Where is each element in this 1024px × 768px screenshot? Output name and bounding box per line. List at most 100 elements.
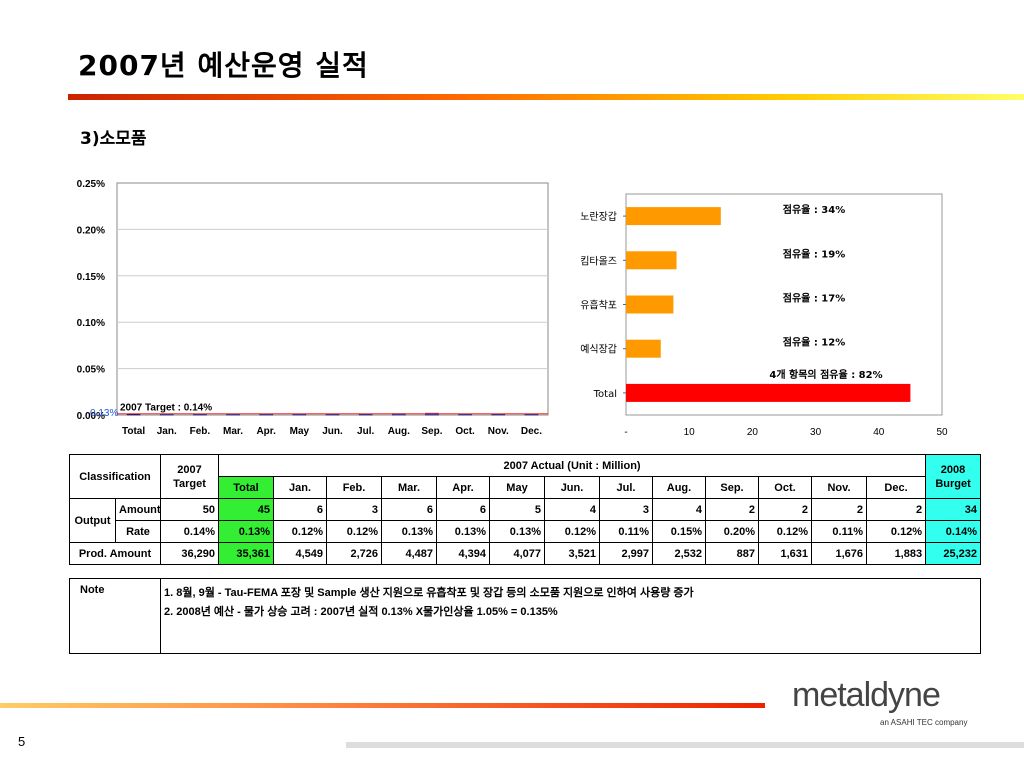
value-cell: 0.15%	[652, 520, 706, 543]
note-line-1: 1. 8월, 9월 - Tau-FEMA 포장 및 Sample 생산 지원으로…	[164, 587, 694, 599]
data-table: Classification 2007 Target 2007 Actual (…	[69, 454, 981, 565]
value-cell: 0.12%	[758, 520, 812, 543]
budget-cell: 25,232	[925, 542, 981, 565]
value-cell: 2	[705, 498, 759, 521]
month-header-cell: May	[489, 476, 545, 499]
page-number: 5	[18, 734, 26, 749]
value-cell: 4,394	[436, 542, 490, 565]
value-cell: 887	[705, 542, 759, 565]
chart2-x-tick-label: 40	[873, 427, 885, 438]
rate-row: Rate 0.14% 0.13% 0.12% 0.12% 0.13% 0.13% 0.13%…	[70, 520, 981, 543]
value-cell: 5	[489, 498, 545, 521]
chart1-target-label: 2007 Target : 0.14%	[120, 403, 212, 414]
chart2-bar	[626, 339, 661, 358]
chart2-share-annotation: 점유율 : 34%	[783, 204, 846, 216]
value-cell: 2	[758, 498, 812, 521]
note-line-2: 2. 2008년 예산 - 물가 상승 고려 : 2007년 실적 0.13% …	[164, 606, 558, 618]
target-cell: 36,290	[160, 542, 219, 565]
value-cell: 0.12%	[865, 520, 927, 543]
chart2-category-label: 유흡착포	[580, 299, 617, 312]
classification-header: Classification	[69, 454, 161, 499]
chart1-x-tick-label: Jun.	[322, 426, 343, 437]
month-header-cell: Nov.	[811, 476, 867, 499]
month-header-cell: Total	[218, 476, 274, 499]
chart1-y-tick-label: 0.25%	[77, 179, 105, 190]
chart2-category-label: 예식장갑	[580, 344, 617, 356]
slide-title: 2007년 예산운영 실적	[78, 49, 369, 82]
value-cell: 6	[273, 498, 327, 521]
amount-label: Amount	[115, 498, 161, 521]
value-cell: 2	[865, 498, 927, 521]
month-header-cell: Feb.	[326, 476, 382, 499]
chart2-plot-area	[625, 193, 943, 416]
chart1-highlight-label: 0.13%	[90, 408, 118, 419]
chart2-share-annotation: 점유율 : 17%	[783, 293, 846, 305]
value-cell: 4	[544, 498, 600, 521]
chart2-x-tick-label: 20	[747, 427, 759, 438]
amount-row: Output Amount 50 45 6 3 6 6 5 4 3 4 2 2 2 2 34	[69, 498, 981, 543]
budget-header: 2008 Burget	[925, 454, 981, 499]
note-box: Note 1. 8월, 9월 - Tau-FEMA 포장 및 Sample 생산…	[69, 578, 981, 654]
target-cell: 0.14%	[160, 520, 219, 543]
chart1-y-tick-label: 0.05%	[77, 365, 105, 376]
month-header-cell: Sep.	[705, 476, 759, 499]
target-header: 2007 Target	[160, 454, 219, 499]
value-cell: 0.13%	[218, 520, 274, 543]
value-cell: 2	[811, 498, 867, 521]
value-cell: 6	[381, 498, 437, 521]
company-logo: metaldyne	[792, 676, 941, 714]
chart2-bar	[626, 251, 677, 270]
month-header-row: Total Jan. Feb. Mar. Apr. May Jun. Jul. Aug. Sep.…	[70, 476, 981, 499]
month-header-cell: Mar.	[381, 476, 437, 499]
output-label: Output	[69, 498, 116, 543]
month-header-cell: Dec.	[865, 476, 927, 499]
value-cell: 0.13%	[381, 520, 437, 543]
chart2-category-label: 킴타올즈	[580, 255, 617, 267]
value-cell: 0.13%	[489, 520, 545, 543]
month-header-cell: Apr.	[436, 476, 490, 499]
value-cell: 3,521	[544, 542, 600, 565]
chart2-x-tick-label: -	[624, 427, 627, 438]
chart2-bar	[626, 207, 721, 226]
chart1-x-tick-label: Total	[122, 426, 145, 437]
value-cell: 2,532	[652, 542, 706, 565]
value-cell: 45	[218, 498, 274, 521]
chart1-y-tick-label: 0.10%	[77, 318, 105, 329]
chart1-x-tick-label: Feb.	[190, 426, 211, 437]
month-header-cell: Jan.	[273, 476, 327, 499]
budget-cell: 0.14%	[925, 520, 981, 543]
chart2-category-label: 노란장갑	[580, 211, 617, 223]
prod-amount-row: Prod. Amount 36,290 35,361 4,549 2,726 4,487…	[69, 542, 981, 565]
chart1-x-tick-label: May	[290, 426, 310, 437]
actual-header: 2007 Actual (Unit : Million)	[217, 454, 927, 477]
value-cell: 1,676	[811, 542, 867, 565]
chart1-y-tick-label: 0.15%	[77, 272, 105, 283]
chart2-share-annotation: 점유율 : 12%	[783, 337, 846, 349]
chart1-y-tick-label: 0.00%	[77, 411, 105, 422]
value-cell: 6	[436, 498, 490, 521]
month-header-cell: Aug.	[652, 476, 706, 499]
note-label: Note	[70, 579, 161, 653]
prod-amount-label: Prod. Amount	[69, 542, 161, 565]
value-cell: 1,631	[758, 542, 812, 565]
month-header-cell: Jun.	[544, 476, 600, 499]
value-cell: 4,549	[273, 542, 327, 565]
chart2-bar	[626, 295, 674, 314]
value-cell: 4	[652, 498, 706, 521]
chart1-x-tick-label: Dec.	[521, 426, 542, 437]
budget-cell: 34	[925, 498, 981, 521]
value-cell: 0.13%	[436, 520, 490, 543]
value-cell: 0.12%	[544, 520, 600, 543]
value-cell: 0.12%	[326, 520, 382, 543]
month-header-cell: Jul.	[599, 476, 653, 499]
company-logo-subtitle: an ASAHI TEC company	[880, 718, 968, 727]
chart2-category-label: Total	[593, 389, 617, 400]
value-cell: 4,487	[381, 542, 437, 565]
value-cell: 0.12%	[273, 520, 327, 543]
chart2-share-annotation: 점유율 : 19%	[783, 248, 846, 260]
chart2-share-annotation: 4개 항목의 점유율 : 82%	[769, 368, 882, 381]
chart1-x-tick-label: Mar.	[223, 426, 243, 437]
chart2-x-tick-label: 10	[684, 427, 696, 438]
chart2-bar	[626, 383, 911, 402]
value-cell: 0.11%	[811, 520, 867, 543]
